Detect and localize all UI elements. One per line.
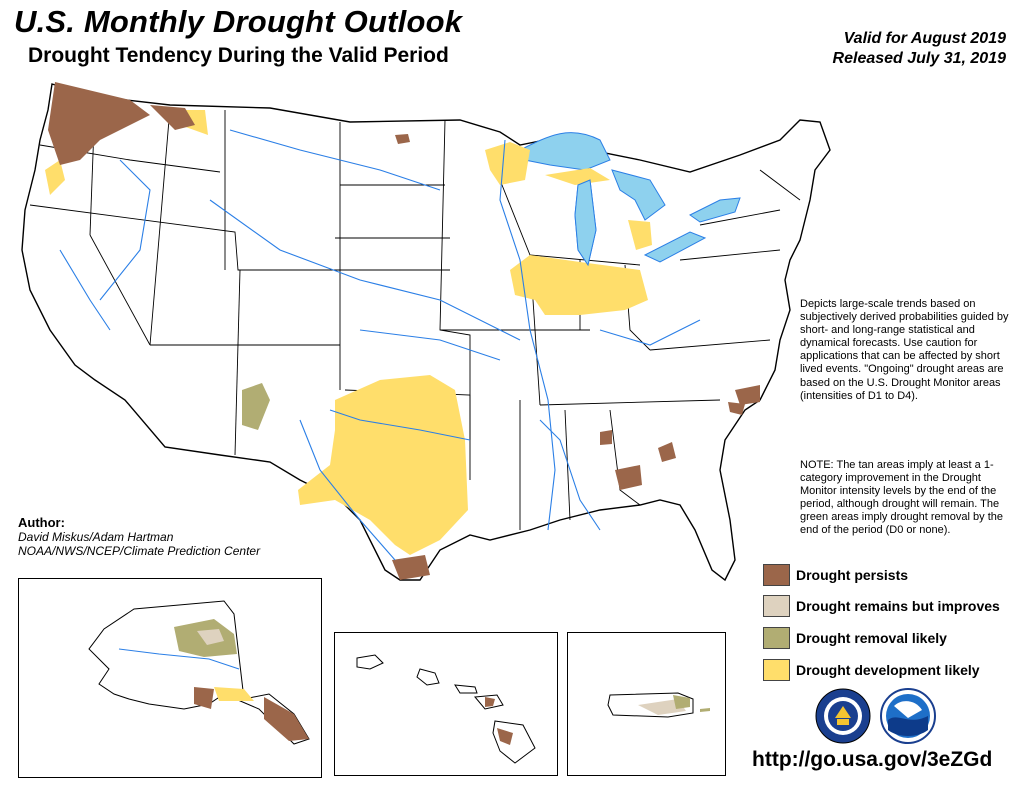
map-subtitle: Drought Tendency During the Valid Period	[28, 44, 449, 67]
legend-item-removal: Drought removal likely	[763, 625, 947, 651]
puerto-rico-inset	[567, 632, 726, 776]
author-name: David Miskus/Adam Hartman	[18, 530, 174, 544]
legend-item-persists: Drought persists	[763, 562, 908, 588]
nws-seal-logo	[815, 688, 871, 744]
map-description: Depicts large-scale trends based on subj…	[800, 298, 1009, 402]
hawaii-map	[356, 654, 536, 764]
release-date: Released July 31, 2019	[832, 50, 1006, 67]
map-title: U.S. Monthly Drought Outlook	[14, 4, 463, 39]
drought-removal-area	[242, 383, 270, 430]
valid-period: Valid for August 2019	[843, 30, 1006, 47]
info-url[interactable]: http://go.usa.gov/3eZGd	[752, 748, 993, 771]
conus-land	[21, 83, 831, 582]
map-note: NOTE: The tan areas imply at least a 1-c…	[800, 459, 1003, 537]
legend-item-development: Drought development likely	[763, 657, 980, 683]
legend-item-improves: Drought remains but improves	[763, 593, 1000, 619]
drought-persists-areas	[48, 82, 760, 580]
puerto-rico-map	[607, 692, 710, 718]
legend-swatch-improves	[763, 595, 790, 617]
legend-label-persists: Drought persists	[796, 567, 909, 583]
legend-swatch-development	[763, 659, 790, 681]
hawaii-inset	[334, 632, 558, 776]
author-org: NOAA/NWS/NCEP/Climate Prediction Center	[18, 544, 261, 558]
rivers	[59, 129, 701, 561]
legend-label-removal: Drought removal likely	[796, 630, 947, 646]
author-block: Author: David Miskus/Adam Hartman NOAA/N…	[18, 515, 261, 559]
legend-label-improves: Drought remains but improves	[796, 598, 1000, 614]
lake-michigan	[574, 179, 597, 267]
alaska-map	[88, 600, 310, 745]
alaska-inset	[18, 578, 322, 778]
legend-swatch-removal	[763, 627, 790, 649]
legend-swatch-persists	[763, 564, 790, 586]
legend-label-development: Drought development likely	[796, 662, 980, 678]
author-label: Author:	[18, 515, 65, 530]
noaa-logo	[880, 688, 936, 744]
